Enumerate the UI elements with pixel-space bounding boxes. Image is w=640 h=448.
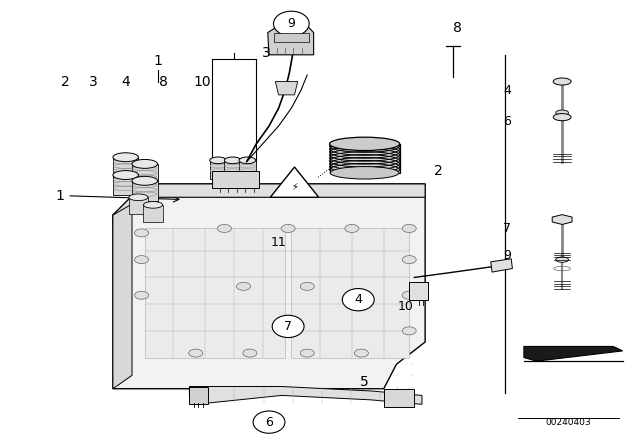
Text: 8: 8 <box>452 21 461 35</box>
Text: 10: 10 <box>398 300 414 313</box>
Text: 1: 1 <box>153 55 162 69</box>
Ellipse shape <box>134 291 148 299</box>
Text: 7: 7 <box>284 320 292 333</box>
Text: ⚡: ⚡ <box>291 181 298 192</box>
Ellipse shape <box>355 349 369 357</box>
Circle shape <box>273 11 309 36</box>
Text: 10: 10 <box>193 74 211 89</box>
Ellipse shape <box>243 349 257 357</box>
Circle shape <box>342 289 374 311</box>
Polygon shape <box>189 387 209 404</box>
Text: 6: 6 <box>265 416 273 429</box>
Polygon shape <box>270 167 319 197</box>
Ellipse shape <box>553 114 571 121</box>
Text: 2: 2 <box>61 74 70 89</box>
Polygon shape <box>409 282 428 300</box>
Polygon shape <box>552 215 572 224</box>
Ellipse shape <box>345 224 359 233</box>
Polygon shape <box>274 34 308 43</box>
Circle shape <box>272 315 304 337</box>
Ellipse shape <box>189 349 203 357</box>
Polygon shape <box>113 157 138 177</box>
Polygon shape <box>113 175 138 195</box>
Ellipse shape <box>402 256 416 263</box>
Ellipse shape <box>300 282 314 290</box>
Ellipse shape <box>132 177 157 185</box>
Polygon shape <box>225 160 241 180</box>
Ellipse shape <box>129 194 148 201</box>
Ellipse shape <box>210 157 227 164</box>
Text: 7: 7 <box>503 222 511 235</box>
Polygon shape <box>145 228 285 358</box>
Polygon shape <box>384 389 414 406</box>
Text: 4: 4 <box>503 84 511 97</box>
Polygon shape <box>113 204 132 389</box>
Ellipse shape <box>134 229 148 237</box>
Polygon shape <box>330 144 399 173</box>
Text: 4: 4 <box>121 74 130 89</box>
Ellipse shape <box>143 202 163 208</box>
Ellipse shape <box>218 224 232 233</box>
Text: 5: 5 <box>360 375 369 389</box>
Polygon shape <box>524 346 623 361</box>
Polygon shape <box>132 181 157 201</box>
Circle shape <box>253 411 285 433</box>
Text: 3: 3 <box>262 46 270 60</box>
Text: 00240403: 00240403 <box>546 418 591 426</box>
Ellipse shape <box>113 153 138 162</box>
Ellipse shape <box>300 349 314 357</box>
Ellipse shape <box>402 327 416 335</box>
Polygon shape <box>239 160 255 180</box>
Text: 6: 6 <box>503 115 511 128</box>
Text: 11: 11 <box>271 236 287 249</box>
Polygon shape <box>212 171 259 188</box>
Ellipse shape <box>553 78 571 85</box>
Ellipse shape <box>330 167 399 179</box>
Text: 9: 9 <box>287 17 295 30</box>
Polygon shape <box>143 205 163 222</box>
Polygon shape <box>189 387 422 404</box>
Text: 2: 2 <box>433 164 442 177</box>
Ellipse shape <box>113 171 138 180</box>
Ellipse shape <box>556 110 568 116</box>
Ellipse shape <box>225 157 241 164</box>
Polygon shape <box>113 184 425 224</box>
Polygon shape <box>210 160 227 180</box>
Text: 1: 1 <box>56 189 179 202</box>
Text: 9: 9 <box>503 249 511 262</box>
Polygon shape <box>291 228 409 358</box>
Text: 3: 3 <box>90 74 98 89</box>
Ellipse shape <box>132 159 157 168</box>
Ellipse shape <box>134 256 148 263</box>
Polygon shape <box>268 26 314 55</box>
Text: 4: 4 <box>355 293 362 306</box>
Ellipse shape <box>237 282 250 290</box>
Ellipse shape <box>556 257 568 262</box>
Polygon shape <box>491 259 513 272</box>
Ellipse shape <box>239 157 255 164</box>
Ellipse shape <box>330 137 399 151</box>
Polygon shape <box>129 197 148 214</box>
Ellipse shape <box>281 224 295 233</box>
Text: 8: 8 <box>159 74 168 89</box>
Ellipse shape <box>402 291 416 299</box>
Polygon shape <box>132 164 157 184</box>
Ellipse shape <box>402 224 416 233</box>
Polygon shape <box>275 82 298 95</box>
Polygon shape <box>113 184 425 389</box>
